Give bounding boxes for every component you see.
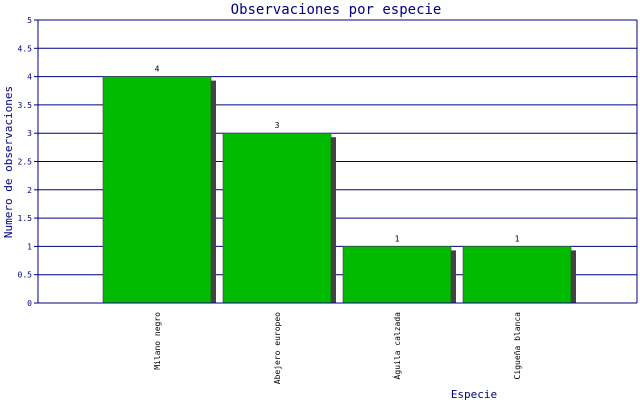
chart-title: Observaciones por especie [231,2,442,18]
bar-shadow [451,250,456,303]
y-tick-label: 3.5 [18,101,33,110]
y-tick-label: 5 [27,16,32,25]
bar-shadow [211,80,216,303]
bar-shadow [571,250,576,303]
y-axis-label: Numero de observaciones [2,86,15,238]
y-tick-label: 0 [27,299,32,308]
axes [34,19,638,304]
category-label: Milano negro [153,312,162,370]
y-tick-label: 2 [27,186,32,195]
bar [102,76,212,304]
bar [342,246,452,304]
data-label: 3 [275,121,280,130]
x-axis-label: Especie [451,388,497,400]
data-label: 4 [155,65,160,74]
bar [222,132,332,304]
y-tick-label: 3 [27,129,32,138]
y-tick-label: 4 [27,73,32,82]
y-tick-label: 4.5 [18,44,33,53]
category-label: Cigueña blanca [513,312,522,380]
bar-shadow [331,137,336,303]
y-tick-label: 1.5 [18,214,33,223]
category-label: Abejero europeo [273,312,282,384]
bars: 4 3 1 1 [102,65,576,304]
category-labels: Milano negro Abejero europeo Águila calzad… [153,312,522,384]
category-label: Águila calzada [391,312,402,380]
y-tick-label: 2.5 [18,158,33,167]
data-label: 1 [515,234,520,243]
y-tick-label: 1 [27,242,32,251]
data-label: 1 [395,234,400,243]
bar [462,246,572,304]
tick-labels: 0 0.5 1 1.5 2 2.5 3 3.5 4 4.5 5 [18,16,33,308]
y-tick-label: 0.5 [18,271,33,280]
